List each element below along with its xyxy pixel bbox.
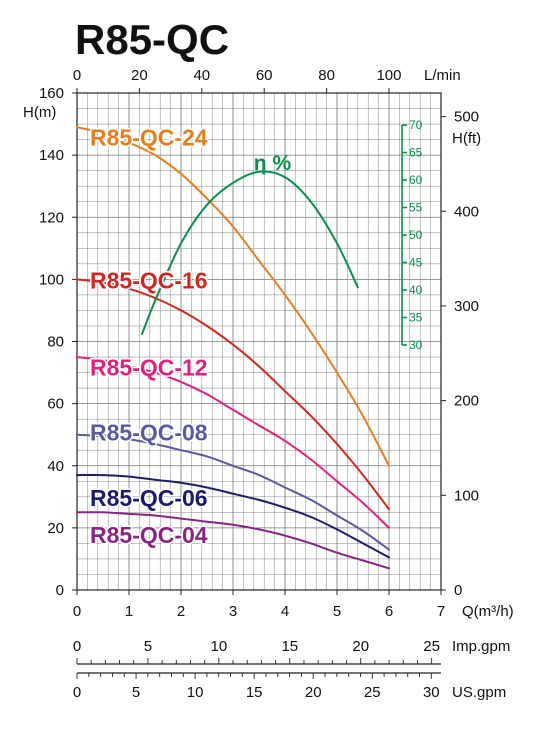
curve-2 <box>76 356 390 529</box>
curve-3 <box>76 433 390 551</box>
curve-label: R85-QC-16 <box>90 267 208 293</box>
y-tick-label: 140 <box>39 147 64 164</box>
plot-grid <box>76 92 442 591</box>
efficiency-tick-label: 30 <box>409 338 423 352</box>
top-tick-label: 60 <box>256 67 273 84</box>
efficiency-tick-label: 55 <box>409 201 423 215</box>
curve-4 <box>76 473 390 559</box>
efficiency-tick-label: 70 <box>409 118 423 132</box>
flow-scale-tick-label: 5 <box>144 638 152 655</box>
x-tick-label: 6 <box>385 603 393 620</box>
x-tick-label: 5 <box>333 603 341 620</box>
y-tick-label: 80 <box>47 334 64 351</box>
chart-title: R85-QC <box>75 16 229 63</box>
flow-scale-tick-label: 20 <box>352 638 369 655</box>
right-tick-label: 100 <box>454 487 479 504</box>
top-tick-label: 20 <box>131 67 148 84</box>
curve-5 <box>76 511 390 570</box>
x-axis-unit: Q(m³/h) <box>462 603 514 620</box>
efficiency-tick-label: 60 <box>409 173 423 187</box>
flow-scale-tick-label: 10 <box>187 684 204 701</box>
curve-label: R85-QC-12 <box>90 354 208 380</box>
curve-label: R85-QC-08 <box>90 420 208 446</box>
right-tick-label: 300 <box>454 298 479 315</box>
x-tick-label: 2 <box>177 603 185 620</box>
efficiency-tick-label: 40 <box>409 283 423 297</box>
x-tick-label: 0 <box>73 603 81 620</box>
y-tick-label: 160 <box>39 85 64 102</box>
efficiency-tick-label: 50 <box>409 228 423 242</box>
top-tick-label: 0 <box>73 67 81 84</box>
y-tick-label: 100 <box>39 271 64 288</box>
y-tick-label: 20 <box>47 520 64 537</box>
flow-scale-tick-label: 15 <box>246 684 263 701</box>
curve-labels: R85-QC-24 R85-QC-16 R85-QC-12 R85-QC-08 R85-… <box>89 123 292 550</box>
curve-label: η % <box>254 152 292 175</box>
right-tick-label: 0 <box>454 582 462 599</box>
flow-scale-tick-label: 25 <box>364 684 381 701</box>
flow-scale-tick-label: 0 <box>73 684 81 701</box>
top-tick-label: 80 <box>318 67 335 84</box>
right-axis-unit: H(ft) <box>452 130 481 147</box>
curves <box>76 126 390 570</box>
efficiency-tick-label: 65 <box>409 146 423 160</box>
curve-0 <box>76 126 390 467</box>
flow-scale-tick-label: 15 <box>281 638 298 655</box>
top-tick-label: 100 <box>376 67 401 84</box>
flow-scale-tick-label: 20 <box>305 684 322 701</box>
y-tick-label: 60 <box>47 396 64 413</box>
curve-label: R85-QC-04 <box>90 522 208 548</box>
curve-1 <box>76 278 390 511</box>
y-axis-unit: H(m) <box>23 104 56 121</box>
x-tick-label: 3 <box>229 603 237 620</box>
right-tick-label: 200 <box>454 393 479 410</box>
curve-6 <box>141 170 359 335</box>
flow-scale-tick-label: 10 <box>211 638 228 655</box>
right-tick-label: 400 <box>454 203 479 220</box>
y-tick-label: 40 <box>47 458 64 475</box>
flow-scale-tick-label: 25 <box>423 638 440 655</box>
curve-label: R85-QC-06 <box>90 485 208 511</box>
efficiency-tick-label: 45 <box>409 256 423 270</box>
axes: 0 1 2 3 4 5 6 7 Q(m³/h)0 20 40 60 80 100 L/min02040608… <box>23 67 514 701</box>
y-tick-label: 120 <box>39 209 64 226</box>
x-tick-label: 1 <box>125 603 133 620</box>
flow-scale-unit: US.gpm <box>452 684 506 701</box>
top-axis-unit: L/min <box>424 67 461 84</box>
efficiency-tick-label: 35 <box>409 311 423 325</box>
y-tick-label: 0 <box>56 582 64 599</box>
flow-scale-tick-label: 30 <box>423 684 440 701</box>
flow-scale-tick-label: 5 <box>132 684 140 701</box>
x-tick-label: 7 <box>437 603 445 620</box>
x-tick-label: 4 <box>281 603 289 620</box>
top-tick-label: 40 <box>193 67 210 84</box>
curve-label: R85-QC-24 <box>90 124 208 150</box>
right-tick-label: 500 <box>454 109 479 126</box>
flow-scale-tick-label: 0 <box>73 638 81 655</box>
flow-scale-unit: Imp.gpm <box>452 638 510 655</box>
